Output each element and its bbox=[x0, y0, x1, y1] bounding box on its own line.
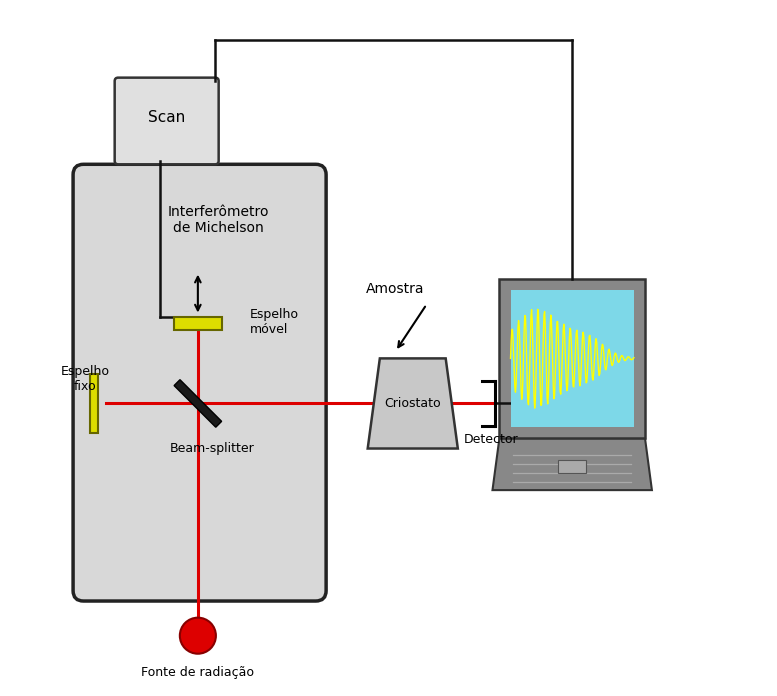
Circle shape bbox=[179, 617, 216, 654]
Bar bbox=[559, 460, 586, 473]
FancyBboxPatch shape bbox=[73, 164, 326, 601]
Text: Beam-splitter: Beam-splitter bbox=[169, 442, 254, 455]
Polygon shape bbox=[174, 380, 221, 427]
Text: Scan: Scan bbox=[148, 111, 185, 125]
Polygon shape bbox=[368, 358, 458, 448]
Text: Detector: Detector bbox=[464, 433, 518, 446]
Bar bbox=[510, 290, 634, 427]
Bar bbox=[500, 278, 645, 438]
Polygon shape bbox=[493, 438, 652, 490]
Text: Espelho
fixo: Espelho fixo bbox=[61, 365, 110, 393]
FancyBboxPatch shape bbox=[115, 78, 218, 164]
Bar bbox=[173, 317, 222, 330]
Text: Fonte de radiação: Fonte de radiação bbox=[141, 666, 254, 679]
Text: Interferômetro
de Michelson: Interferômetro de Michelson bbox=[168, 205, 270, 235]
Text: Amostra: Amostra bbox=[366, 282, 425, 296]
Bar bbox=[89, 374, 98, 433]
Text: Criostato: Criostato bbox=[385, 397, 441, 410]
Text: Espelho
móvel: Espelho móvel bbox=[250, 308, 299, 335]
